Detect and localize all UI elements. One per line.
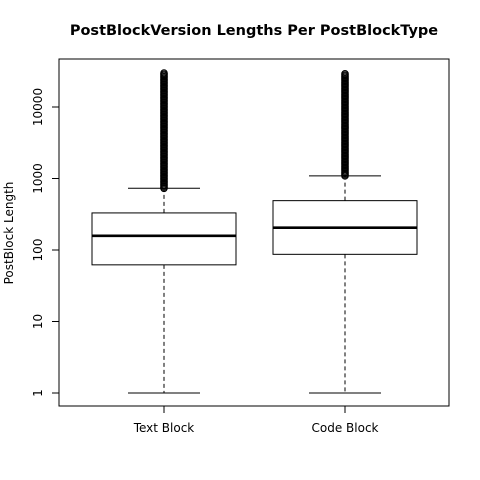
outliers <box>341 70 349 180</box>
y-tick-label: 10 <box>31 314 45 329</box>
y-axis-label: PostBlock Length <box>2 182 16 285</box>
iqr-box <box>91 212 237 266</box>
outlier-point <box>160 69 168 77</box>
x-tick-label: Code Block <box>312 421 379 435</box>
y-tick-label: 1000 <box>31 163 45 194</box>
y-tick-label: 1 <box>31 389 45 397</box>
y-axis: 1 10 100 1000 10000 <box>31 88 59 397</box>
y-tick-label: 10000 <box>31 88 45 126</box>
boxes-group <box>91 69 418 394</box>
x-axis: Text Block Code Block <box>133 406 379 435</box>
plot-frame <box>58 58 450 407</box>
x-tick-label: Text Block <box>133 421 195 435</box>
y-tick-label: 100 <box>31 239 45 262</box>
outliers <box>160 69 168 193</box>
chart-title: PostBlockVersion Lengths Per PostBlockTy… <box>70 23 438 39</box>
outlier-point <box>341 70 349 78</box>
